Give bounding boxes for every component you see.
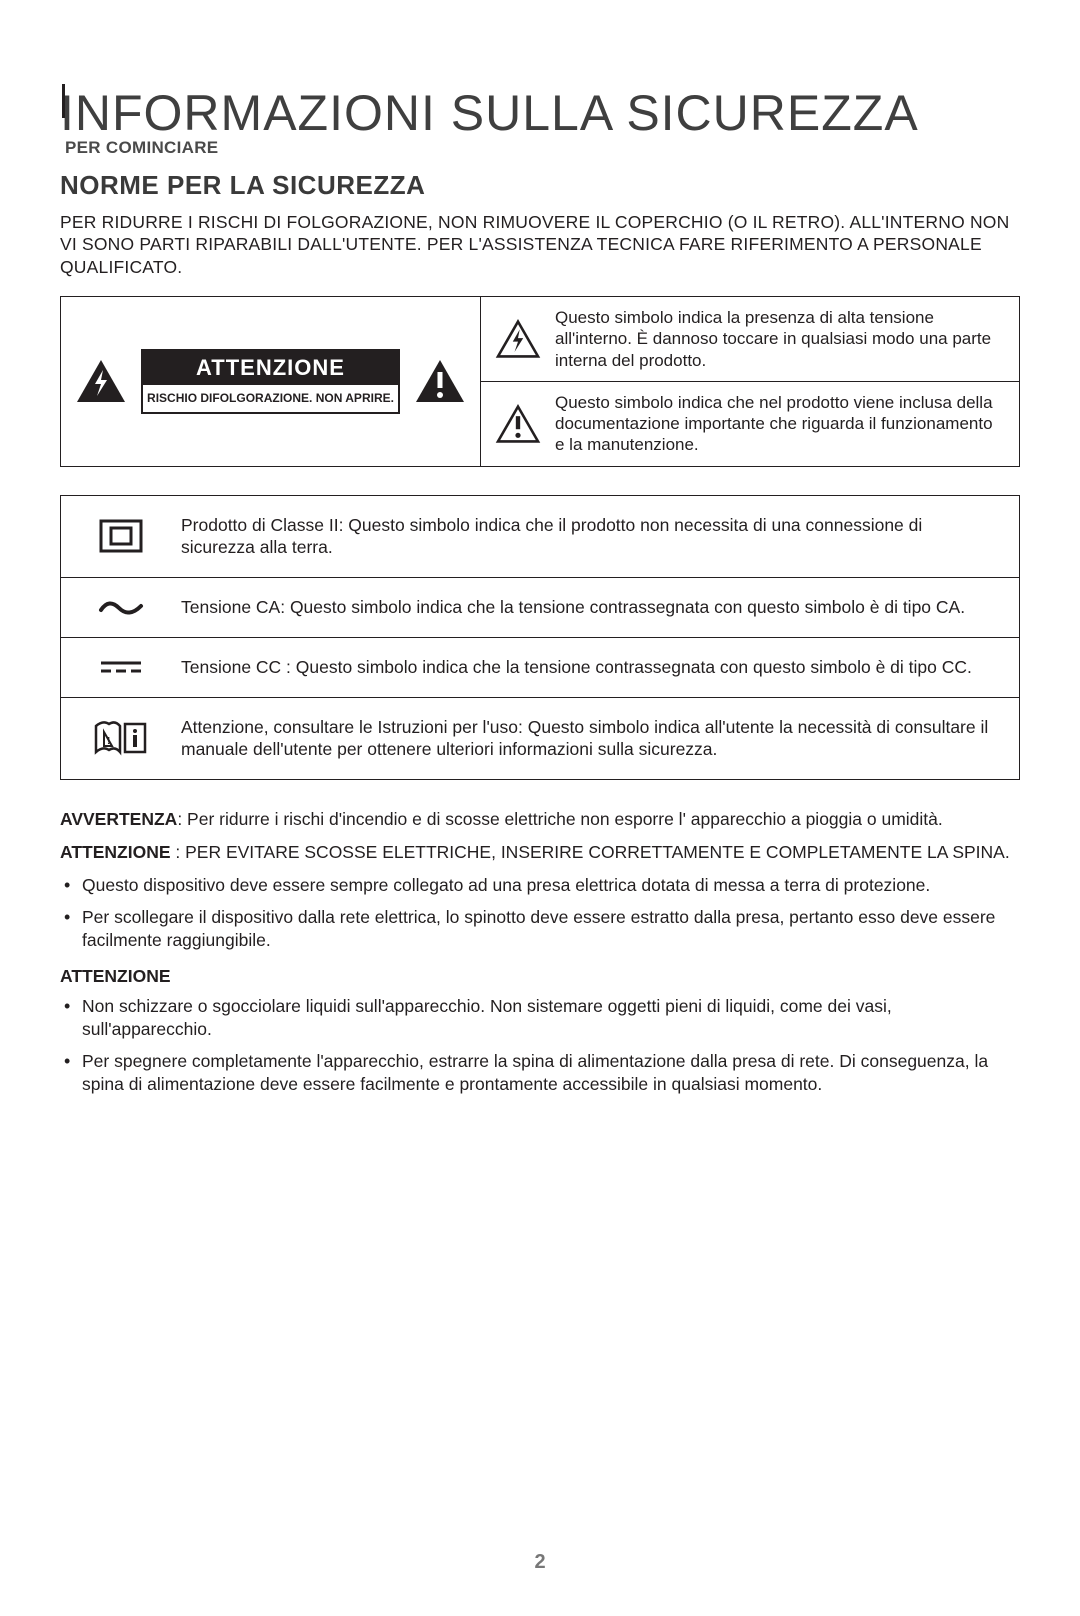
list-item: Non schizzare o sgocciolare liquidi sull…: [60, 995, 1020, 1041]
table-row: Tensione CC : Questo simbolo indica che …: [61, 637, 1019, 697]
table-cell-text: Attenzione, consultare le Istruzioni per…: [181, 698, 1019, 780]
table-cell-text: Tensione CC : Questo simbolo indica che …: [181, 638, 1019, 697]
caution-panel: ATTENZIONE RISCHIO DIFOLGORAZIONE. NON A…: [60, 296, 1020, 467]
caution-row-text: Questo simbolo indica che nel prodotto v…: [555, 392, 1005, 456]
table-cell-text: Tensione CA: Questo simbolo indica che l…: [181, 578, 1019, 637]
caution-row-text: Questo simbolo indica la presenza di alt…: [555, 307, 1005, 371]
exclaim-triangle-icon: [414, 358, 466, 404]
body-text: AVVERTENZA: Per ridurre i rischi d'incen…: [60, 808, 1020, 1096]
caution-row: Questo simbolo indica la presenza di alt…: [481, 297, 1019, 381]
page-number: 2: [0, 1551, 1080, 1574]
intro-paragraph: PER RIDURRE I RISCHI DI FOLGORAZIONE, NO…: [60, 211, 1020, 278]
attenzione-heading: ATTENZIONE: [60, 966, 1020, 987]
shock-triangle-icon: [75, 358, 127, 404]
caution-right: Questo simbolo indica la presenza di alt…: [481, 297, 1019, 466]
list-item: Per spegnere completamente l'apparecchio…: [60, 1050, 1020, 1096]
caution-row: Questo simbolo indica che nel prodotto v…: [481, 381, 1019, 466]
list-item: Per scollegare il dispositivo dalla rete…: [60, 906, 1020, 952]
caution-label-box: ATTENZIONE RISCHIO DIFOLGORAZIONE. NON A…: [141, 349, 400, 413]
symbol-table: Prodotto di Classe II: Questo simbolo in…: [60, 495, 1020, 781]
warning-line: AVVERTENZA: Per ridurre i rischi d'incen…: [60, 808, 1020, 831]
table-cell-text: Prodotto di Classe II: Questo simbolo in…: [181, 496, 1019, 578]
caution-left: ATTENZIONE RISCHIO DIFOLGORAZIONE. NON A…: [61, 297, 481, 466]
avvertenza-text: : Per ridurre i rischi d'incendio e di s…: [177, 809, 942, 829]
caution-heading: ATTENZIONE: [143, 351, 398, 385]
table-row: Prodotto di Classe II: Questo simbolo in…: [61, 496, 1019, 578]
svg-text:!: !: [107, 736, 110, 747]
class2-icon: [61, 496, 181, 578]
ac-icon: [61, 578, 181, 637]
spine-marker: [62, 84, 65, 118]
shock-triangle-icon: [495, 319, 541, 359]
caution-subtext: RISCHIO DIFOLGORAZIONE. NON APRIRE.: [143, 385, 398, 411]
table-row: Tensione CA: Questo simbolo indica che l…: [61, 577, 1019, 637]
table-row: ! Attenzione, consultare le Istruzioni p…: [61, 697, 1019, 780]
bullet-list: Questo dispositivo deve essere sempre co…: [60, 874, 1020, 952]
dc-icon: [61, 638, 181, 697]
bullet-list: Non schizzare o sgocciolare liquidi sull…: [60, 995, 1020, 1096]
page-title: INFORMAZIONI SULLA SICUREZZA: [60, 84, 1020, 142]
manual-icon: !: [61, 698, 181, 780]
attenzione-text: : PER EVITARE SCOSSE ELETTRICHE, INSERIR…: [171, 842, 1010, 862]
attenzione-label: ATTENZIONE: [60, 842, 171, 862]
exclaim-triangle-icon: [495, 404, 541, 444]
warning-line: ATTENZIONE : PER EVITARE SCOSSE ELETTRIC…: [60, 841, 1020, 864]
list-item: Questo dispositivo deve essere sempre co…: [60, 874, 1020, 897]
avvertenza-label: AVVERTENZA: [60, 809, 177, 829]
section-tab: PER COMINCIARE: [65, 138, 218, 158]
section-heading: NORME PER LA SICUREZZA: [60, 170, 1020, 201]
